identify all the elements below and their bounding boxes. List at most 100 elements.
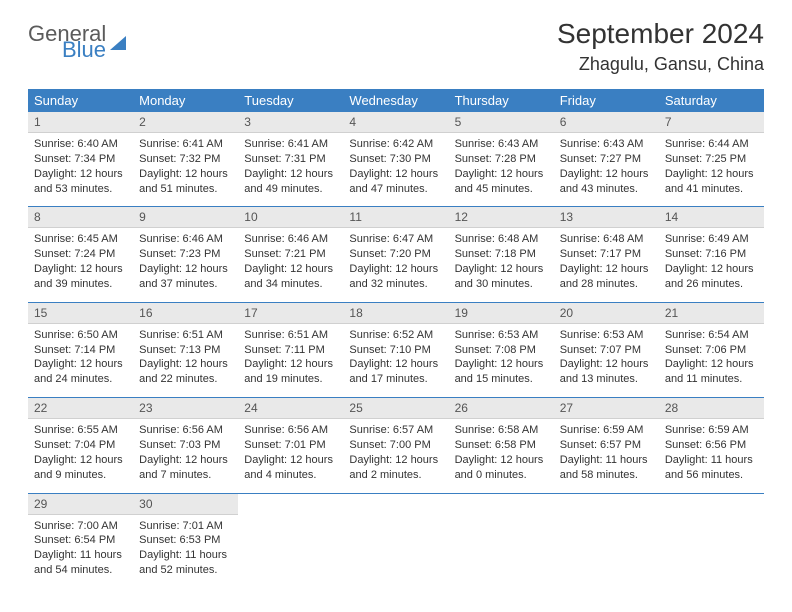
day-data-cell: Sunrise: 7:00 AMSunset: 6:54 PMDaylight:… (28, 514, 133, 588)
weekday-header: Wednesday (343, 89, 448, 112)
page-header: General Blue September 2024 Zhagulu, Gan… (28, 18, 764, 75)
brand-triangle-icon (110, 36, 126, 50)
sunset-line: Sunset: 6:53 PM (139, 533, 232, 548)
sunrise-line: Sunrise: 6:51 AM (244, 328, 337, 343)
sunset-line: Sunset: 6:57 PM (560, 438, 653, 453)
sunrise-line: Sunrise: 7:00 AM (34, 519, 127, 534)
sunrise-line: Sunrise: 6:44 AM (665, 137, 758, 152)
day-data-cell: Sunrise: 6:49 AMSunset: 7:16 PMDaylight:… (659, 228, 764, 302)
day-number-row: 891011121314 (28, 207, 764, 228)
sunrise-line: Sunrise: 6:40 AM (34, 137, 127, 152)
weekday-header: Tuesday (238, 89, 343, 112)
day-number-cell: 27 (554, 398, 659, 419)
daylight-line-2: and 2 minutes. (349, 468, 442, 483)
daylight-line-2: and 9 minutes. (34, 468, 127, 483)
calendar-page: General Blue September 2024 Zhagulu, Gan… (0, 0, 792, 606)
sunrise-line: Sunrise: 6:59 AM (665, 423, 758, 438)
day-data-cell: Sunrise: 7:01 AMSunset: 6:53 PMDaylight:… (133, 514, 238, 588)
day-number-cell: 26 (449, 398, 554, 419)
location-label: Zhagulu, Gansu, China (557, 54, 764, 75)
daylight-line-1: Daylight: 12 hours (34, 262, 127, 277)
daylight-line-2: and 34 minutes. (244, 277, 337, 292)
daylight-line-1: Daylight: 12 hours (139, 357, 232, 372)
daylight-line-2: and 52 minutes. (139, 563, 232, 578)
day-data-cell: Sunrise: 6:46 AMSunset: 7:23 PMDaylight:… (133, 228, 238, 302)
day-number-cell: 14 (659, 207, 764, 228)
daylight-line-1: Daylight: 12 hours (455, 167, 548, 182)
sunset-line: Sunset: 6:58 PM (455, 438, 548, 453)
daylight-line-1: Daylight: 12 hours (139, 453, 232, 468)
daylight-line-1: Daylight: 12 hours (244, 167, 337, 182)
day-number-cell: 5 (449, 112, 554, 133)
daylight-line-2: and 7 minutes. (139, 468, 232, 483)
day-data-cell: Sunrise: 6:41 AMSunset: 7:32 PMDaylight:… (133, 133, 238, 207)
daylight-line-2: and 54 minutes. (34, 563, 127, 578)
daylight-line-2: and 4 minutes. (244, 468, 337, 483)
sunset-line: Sunset: 7:01 PM (244, 438, 337, 453)
daylight-line-2: and 45 minutes. (455, 182, 548, 197)
sunset-line: Sunset: 7:06 PM (665, 343, 758, 358)
daylight-line-2: and 53 minutes. (34, 182, 127, 197)
sunset-line: Sunset: 7:25 PM (665, 152, 758, 167)
sunset-line: Sunset: 7:00 PM (349, 438, 442, 453)
daylight-line-1: Daylight: 12 hours (349, 167, 442, 182)
day-data-cell (238, 514, 343, 588)
day-data-cell: Sunrise: 6:43 AMSunset: 7:28 PMDaylight:… (449, 133, 554, 207)
day-number-cell: 25 (343, 398, 448, 419)
sunset-line: Sunset: 7:28 PM (455, 152, 548, 167)
daylight-line-1: Daylight: 11 hours (34, 548, 127, 563)
sunset-line: Sunset: 7:32 PM (139, 152, 232, 167)
day-data-cell: Sunrise: 6:58 AMSunset: 6:58 PMDaylight:… (449, 419, 554, 493)
daylight-line-2: and 13 minutes. (560, 372, 653, 387)
brand-logo: General Blue (28, 24, 126, 60)
daylight-line-2: and 11 minutes. (665, 372, 758, 387)
sunset-line: Sunset: 7:31 PM (244, 152, 337, 167)
sunrise-line: Sunrise: 6:53 AM (455, 328, 548, 343)
day-data-cell: Sunrise: 6:57 AMSunset: 7:00 PMDaylight:… (343, 419, 448, 493)
daylight-line-2: and 0 minutes. (455, 468, 548, 483)
day-data-row: Sunrise: 6:50 AMSunset: 7:14 PMDaylight:… (28, 323, 764, 397)
day-number-cell: 20 (554, 302, 659, 323)
brand-word-2: Blue (62, 40, 106, 60)
day-number-cell: 29 (28, 493, 133, 514)
day-number-cell: 6 (554, 112, 659, 133)
day-number-cell: 1 (28, 112, 133, 133)
day-data-cell: Sunrise: 6:47 AMSunset: 7:20 PMDaylight:… (343, 228, 448, 302)
daylight-line-1: Daylight: 11 hours (560, 453, 653, 468)
sunset-line: Sunset: 7:03 PM (139, 438, 232, 453)
day-number-cell: 10 (238, 207, 343, 228)
daylight-line-2: and 28 minutes. (560, 277, 653, 292)
daylight-line-2: and 43 minutes. (560, 182, 653, 197)
daylight-line-2: and 41 minutes. (665, 182, 758, 197)
daylight-line-1: Daylight: 12 hours (560, 357, 653, 372)
day-number-cell: 19 (449, 302, 554, 323)
day-number-cell (554, 493, 659, 514)
sunset-line: Sunset: 7:08 PM (455, 343, 548, 358)
sunrise-line: Sunrise: 6:55 AM (34, 423, 127, 438)
day-number-row: 15161718192021 (28, 302, 764, 323)
sunrise-line: Sunrise: 6:57 AM (349, 423, 442, 438)
day-number-cell: 8 (28, 207, 133, 228)
sunrise-line: Sunrise: 6:48 AM (455, 232, 548, 247)
sunset-line: Sunset: 7:23 PM (139, 247, 232, 262)
sunrise-line: Sunrise: 6:50 AM (34, 328, 127, 343)
day-data-cell (554, 514, 659, 588)
day-data-cell: Sunrise: 6:51 AMSunset: 7:11 PMDaylight:… (238, 323, 343, 397)
day-data-cell (449, 514, 554, 588)
day-data-cell: Sunrise: 6:51 AMSunset: 7:13 PMDaylight:… (133, 323, 238, 397)
sunset-line: Sunset: 7:34 PM (34, 152, 127, 167)
day-data-cell: Sunrise: 6:42 AMSunset: 7:30 PMDaylight:… (343, 133, 448, 207)
day-data-row: Sunrise: 6:45 AMSunset: 7:24 PMDaylight:… (28, 228, 764, 302)
day-data-cell: Sunrise: 6:59 AMSunset: 6:57 PMDaylight:… (554, 419, 659, 493)
sunset-line: Sunset: 7:16 PM (665, 247, 758, 262)
daylight-line-1: Daylight: 12 hours (665, 262, 758, 277)
weekday-header: Saturday (659, 89, 764, 112)
day-data-cell: Sunrise: 6:41 AMSunset: 7:31 PMDaylight:… (238, 133, 343, 207)
daylight-line-2: and 17 minutes. (349, 372, 442, 387)
weekday-header: Friday (554, 89, 659, 112)
day-number-cell: 28 (659, 398, 764, 419)
day-number-cell: 21 (659, 302, 764, 323)
daylight-line-2: and 37 minutes. (139, 277, 232, 292)
day-number-cell: 15 (28, 302, 133, 323)
day-number-cell: 13 (554, 207, 659, 228)
